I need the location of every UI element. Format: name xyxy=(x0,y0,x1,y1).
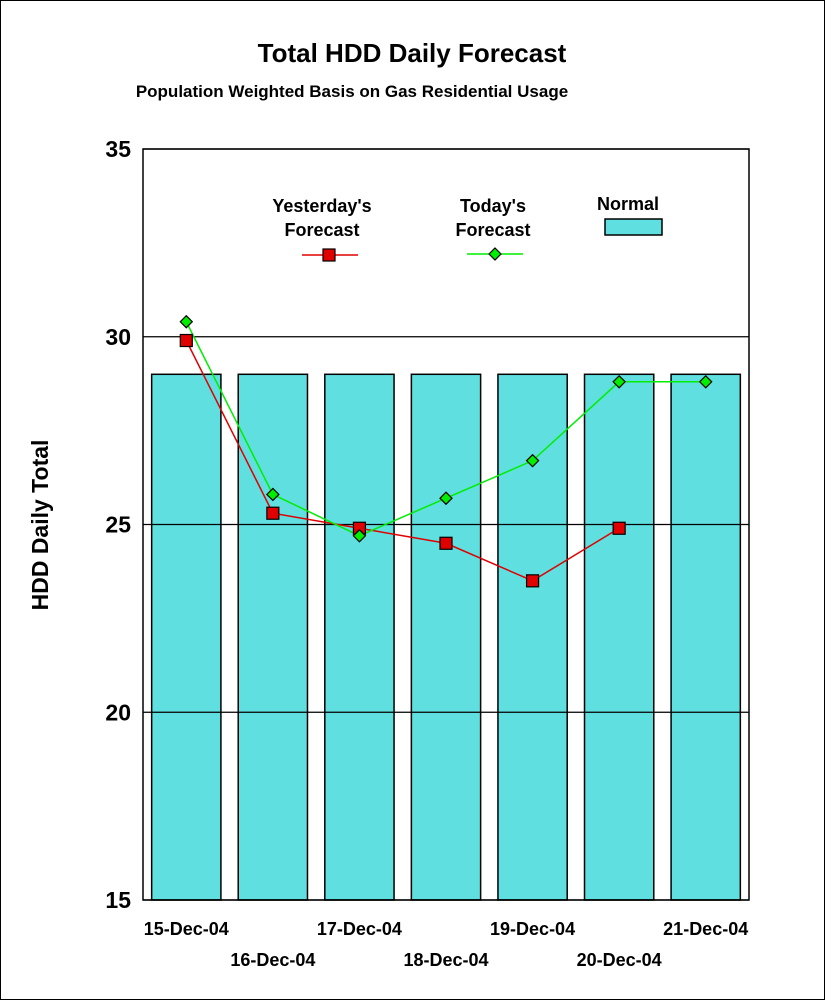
y-tick-labels: 15 20 25 30 35 xyxy=(105,136,131,913)
marker-today-15-Dec-04 xyxy=(179,314,194,329)
marker-yesterday-20-Dec-04 xyxy=(612,521,626,535)
legend-normal-label: Normal xyxy=(597,194,659,214)
bar-normal-17-Dec-04 xyxy=(324,373,395,901)
legend-yesterday-line1: Yesterday's xyxy=(272,196,371,216)
marker-today-19-Dec-04 xyxy=(525,453,540,468)
bar-normal-19-Dec-04 xyxy=(497,373,568,901)
y-tick-20: 20 xyxy=(105,699,131,725)
marker-today-20-Dec-04 xyxy=(612,374,626,389)
bar-normal-15-Dec-04 xyxy=(150,373,222,901)
line-Yesterday's Forecast xyxy=(185,340,620,582)
marker-yesterday-16-Dec-04 xyxy=(266,506,280,520)
gridlines xyxy=(142,148,750,901)
x-tick-21-Dec-04: 21-Dec-04 xyxy=(663,919,748,939)
legend-yesterday-marker xyxy=(322,248,336,262)
chart-subtitle: Population Weighted Basis on Gas Residen… xyxy=(136,82,568,101)
bar-series-normal xyxy=(150,373,742,901)
y-axis-label: HDD Daily Total xyxy=(27,440,53,611)
marker-today-16-Dec-04 xyxy=(266,487,280,502)
bar-normal-16-Dec-04 xyxy=(237,373,309,901)
bar-normal-18-Dec-04 xyxy=(410,373,482,901)
marker-today-17-Dec-04 xyxy=(352,528,367,543)
y-tick-35: 35 xyxy=(105,136,131,162)
legend-today-line1: Today's xyxy=(460,196,526,216)
x-tick-17-Dec-04: 17-Dec-04 xyxy=(317,919,402,939)
bar-normal-20-Dec-04 xyxy=(583,373,655,901)
y-tick-15: 15 xyxy=(105,887,131,913)
bar-normal-21-Dec-04 xyxy=(670,373,742,901)
y-tick-30: 30 xyxy=(105,324,131,350)
marker-today-21-Dec-04 xyxy=(698,374,713,389)
line-series xyxy=(179,314,713,588)
x-tick-18-Dec-04: 18-Dec-04 xyxy=(403,950,488,970)
marker-yesterday-19-Dec-04 xyxy=(525,574,540,588)
legend-normal-swatch xyxy=(604,218,663,236)
x-tick-19-Dec-04: 19-Dec-04 xyxy=(490,919,575,939)
x-tick-20-Dec-04: 20-Dec-04 xyxy=(577,950,662,970)
plot-border xyxy=(142,148,750,901)
y-tick-25: 25 xyxy=(105,512,131,538)
x-tick-16-Dec-04: 16-Dec-04 xyxy=(230,950,315,970)
marker-yesterday-15-Dec-04 xyxy=(179,333,193,348)
legend-today-marker xyxy=(488,247,502,261)
x-tick-15-Dec-04: 15-Dec-04 xyxy=(144,919,229,939)
legend-yesterday-line2: Forecast xyxy=(284,220,359,240)
legend: Yesterday's Forecast Today's Forecast No… xyxy=(272,194,663,262)
x-tick-labels: 15-Dec-0416-Dec-0417-Dec-0418-Dec-0419-D… xyxy=(144,919,748,970)
marker-today-18-Dec-04 xyxy=(439,491,453,506)
marker-yesterday-18-Dec-04 xyxy=(439,536,453,550)
chart-title: Total HDD Daily Forecast xyxy=(258,38,567,68)
legend-today-line2: Forecast xyxy=(455,220,530,240)
